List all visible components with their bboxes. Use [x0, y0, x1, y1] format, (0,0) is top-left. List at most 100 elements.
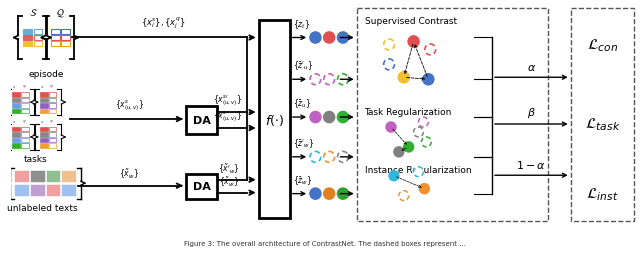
- Text: $\mathcal{q}$: $\mathcal{q}$: [49, 82, 54, 90]
- Text: $\mathcal{s}$: $\mathcal{s}$: [12, 119, 16, 124]
- Bar: [49, 109, 56, 114]
- Bar: [21, 104, 29, 108]
- Text: $\{\bar{z}_u\}$: $\{\bar{z}_u\}$: [293, 97, 311, 110]
- Text: tasks: tasks: [24, 154, 47, 163]
- Text: $\{\tilde{x}_w\}$: $\{\tilde{x}_w\}$: [219, 175, 239, 188]
- Bar: [49, 138, 56, 143]
- Circle shape: [394, 147, 404, 157]
- Bar: [12, 128, 20, 132]
- Circle shape: [324, 188, 335, 199]
- Circle shape: [399, 191, 409, 201]
- Bar: [51, 29, 60, 34]
- Text: Figure 3: The overall architecture of ContrastNet. The dashed boxes represent ..: Figure 3: The overall architecture of Co…: [184, 240, 467, 246]
- Bar: [12, 98, 20, 103]
- Bar: [15, 171, 29, 182]
- Text: $\{z_t\}$: $\{z_t\}$: [293, 18, 310, 30]
- Circle shape: [421, 137, 431, 147]
- Bar: [31, 171, 45, 182]
- Text: $\mathcal{L}_{inst}$: $\mathcal{L}_{inst}$: [586, 186, 619, 202]
- Text: $\mathcal{L}_{con}$: $\mathcal{L}_{con}$: [587, 37, 618, 54]
- Bar: [51, 42, 60, 47]
- Circle shape: [324, 112, 335, 123]
- Circle shape: [337, 74, 348, 85]
- Bar: [40, 109, 47, 114]
- Bar: [40, 133, 47, 137]
- Bar: [61, 36, 70, 41]
- Bar: [23, 42, 32, 47]
- Text: $\alpha$: $\alpha$: [527, 63, 536, 73]
- Bar: [12, 93, 20, 97]
- Text: $\{x^s_{(u,v)}\}$: $\{x^s_{(u,v)}\}$: [115, 98, 143, 113]
- Bar: [33, 36, 42, 41]
- Bar: [21, 109, 29, 114]
- Bar: [12, 144, 20, 148]
- Text: DA: DA: [193, 116, 211, 125]
- Circle shape: [413, 167, 424, 177]
- Bar: [62, 171, 76, 182]
- Circle shape: [408, 37, 419, 48]
- Text: $\mathcal{q}$: $\mathcal{q}$: [22, 117, 27, 124]
- Circle shape: [419, 184, 429, 194]
- Circle shape: [383, 40, 394, 51]
- Bar: [12, 109, 20, 114]
- Circle shape: [404, 142, 413, 152]
- Circle shape: [337, 152, 348, 163]
- Circle shape: [324, 152, 335, 163]
- Bar: [21, 138, 29, 143]
- Bar: [40, 93, 47, 97]
- Text: $\beta$: $\beta$: [527, 106, 536, 120]
- Bar: [33, 29, 42, 34]
- Bar: [21, 144, 29, 148]
- Text: Supervised Contrast: Supervised Contrast: [365, 17, 456, 25]
- Bar: [21, 133, 29, 137]
- Circle shape: [337, 33, 348, 44]
- Bar: [40, 144, 47, 148]
- Text: unlabeled texts: unlabeled texts: [7, 203, 78, 212]
- Circle shape: [425, 45, 436, 56]
- Circle shape: [419, 118, 428, 128]
- Text: DA: DA: [193, 181, 211, 192]
- Bar: [40, 98, 47, 103]
- Circle shape: [413, 128, 424, 137]
- Text: $\mathcal{Q}$: $\mathcal{Q}$: [56, 7, 65, 19]
- Bar: [21, 128, 29, 132]
- Text: $\mathcal{s}$: $\mathcal{s}$: [40, 119, 44, 124]
- Bar: [571, 9, 634, 221]
- Bar: [49, 144, 56, 148]
- Circle shape: [324, 33, 335, 44]
- Text: $\{\bar{z}_w\}$: $\{\bar{z}_w\}$: [293, 173, 312, 186]
- Bar: [12, 133, 20, 137]
- Text: $\{x_i^s\},\{x_j^q\}$: $\{x_i^s\},\{x_j^q\}$: [141, 15, 186, 30]
- Circle shape: [383, 60, 394, 71]
- Text: $\{\tilde{x}_w\}$: $\{\tilde{x}_w\}$: [119, 167, 139, 180]
- Circle shape: [337, 188, 348, 199]
- Bar: [31, 185, 45, 196]
- Bar: [51, 36, 60, 41]
- Circle shape: [310, 33, 321, 44]
- Bar: [49, 93, 56, 97]
- Bar: [62, 185, 76, 196]
- Bar: [21, 98, 29, 103]
- Text: $\mathcal{L}_{task}$: $\mathcal{L}_{task}$: [585, 116, 620, 133]
- Circle shape: [389, 171, 399, 181]
- Bar: [356, 9, 548, 221]
- Circle shape: [337, 112, 348, 123]
- Bar: [49, 133, 56, 137]
- Text: $f(\cdot)$: $f(\cdot)$: [265, 112, 284, 127]
- Bar: [186, 174, 218, 199]
- Bar: [61, 29, 70, 34]
- Circle shape: [310, 74, 321, 85]
- Circle shape: [386, 122, 396, 132]
- Circle shape: [423, 74, 434, 85]
- Circle shape: [310, 188, 321, 199]
- Bar: [47, 185, 60, 196]
- Text: episode: episode: [29, 70, 64, 79]
- Bar: [12, 104, 20, 108]
- Bar: [61, 42, 70, 47]
- Circle shape: [324, 74, 335, 85]
- Bar: [21, 93, 29, 97]
- Text: $\mathcal{q}$: $\mathcal{q}$: [49, 117, 54, 124]
- Text: $\{x^s_{(u,v)}\}$: $\{x^s_{(u,v)}\}$: [212, 109, 241, 123]
- Text: $\mathcal{q}$: $\mathcal{q}$: [22, 82, 27, 90]
- Bar: [23, 29, 32, 34]
